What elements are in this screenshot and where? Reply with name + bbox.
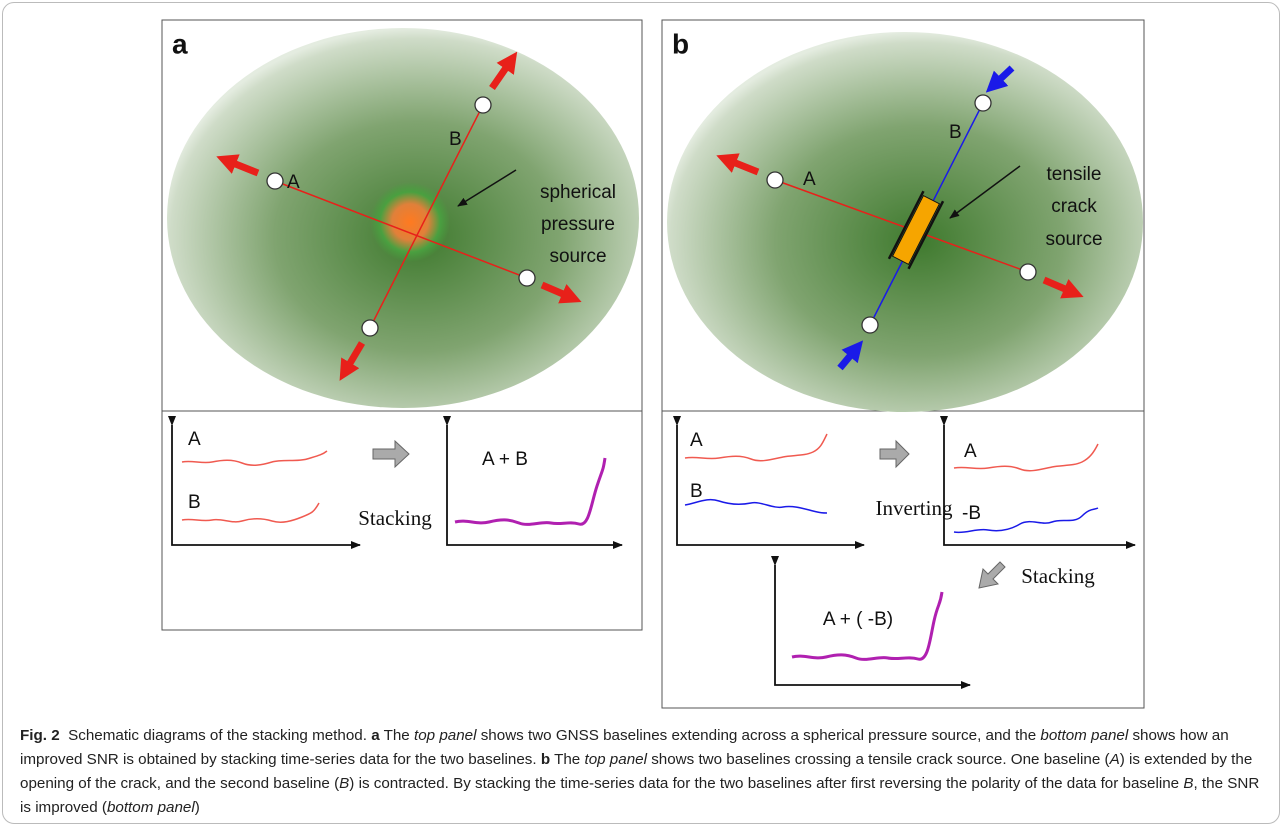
series-label: B	[188, 492, 201, 513]
step-label: Inverting	[876, 496, 953, 520]
caption-text: ) is contracted. By stacking the time-se…	[349, 775, 1183, 792]
series-label: A	[964, 441, 977, 462]
figure: a A B spherical pressure source b A B te…	[0, 0, 1284, 828]
deformation-field	[667, 32, 1143, 412]
baseline-label: A	[287, 172, 300, 193]
caption-text: shows two GNSS baselines extending acros…	[476, 727, 1040, 744]
caption-text: Schematic diagrams of the stacking metho…	[68, 727, 371, 744]
caption-text: shows two baselines crossing a tensile c…	[647, 751, 1110, 768]
figure-caption: Fig. 2 Schematic diagrams of the stackin…	[20, 724, 1270, 820]
caption-text: b	[541, 751, 550, 768]
baseline-label: B	[949, 122, 962, 143]
baseline-label: B	[449, 129, 462, 150]
caption-text: B	[339, 775, 349, 792]
caption-text: The	[380, 727, 414, 744]
caption-text: a	[371, 727, 379, 744]
caption-text: top panel	[584, 751, 647, 768]
step-label: Stacking	[1021, 564, 1095, 588]
series-label: A	[690, 430, 703, 451]
panel-label: b	[672, 28, 689, 59]
series-label: A + B	[482, 449, 528, 470]
series-label: A + ( -B)	[823, 609, 893, 630]
caption-text: A	[1110, 751, 1120, 768]
source-label: crack	[1051, 196, 1097, 217]
caption-text: bottom panel	[1040, 727, 1128, 744]
series-label: -B	[962, 503, 981, 524]
source-label: spherical	[540, 182, 616, 203]
caption-text: )	[195, 799, 200, 816]
series-label: A	[188, 429, 201, 450]
caption-label: Fig. 2	[20, 727, 60, 744]
source-label: tensile	[1047, 164, 1102, 185]
caption-text: bottom panel	[107, 799, 195, 816]
caption-text: top panel	[414, 727, 477, 744]
source-label: source	[1045, 229, 1102, 250]
baseline-label: A	[803, 169, 816, 190]
time-series	[182, 434, 1098, 659]
caption-text: The	[550, 751, 584, 768]
caption-text: B	[1183, 775, 1193, 792]
panel-label: a	[172, 28, 188, 59]
source-label: source	[549, 246, 606, 267]
step-label: Stacking	[358, 506, 432, 530]
series-label: B	[690, 481, 703, 502]
axes	[172, 425, 1135, 685]
figure-page: a A B spherical pressure source b A B te…	[0, 0, 1284, 828]
source-label: pressure	[541, 214, 615, 235]
